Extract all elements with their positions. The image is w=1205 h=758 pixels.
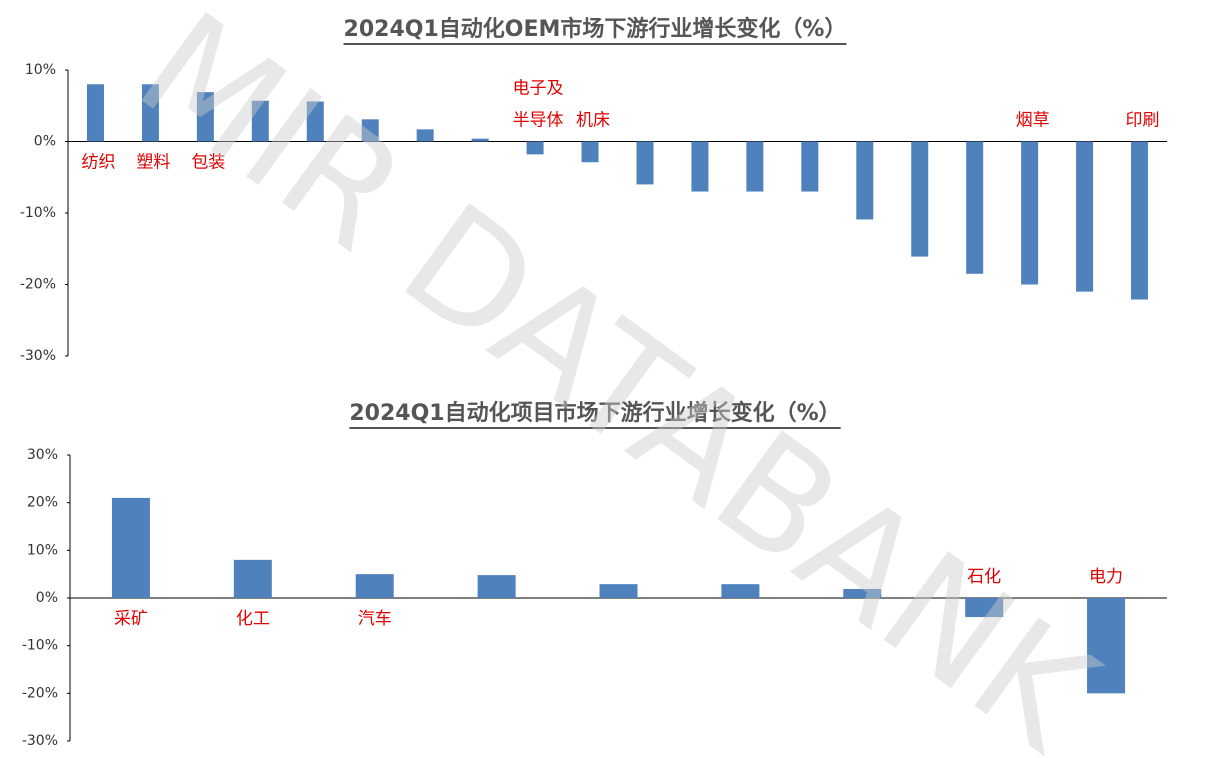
bar <box>843 588 882 598</box>
category-label: 印刷 <box>1126 111 1160 131</box>
bar <box>636 141 654 185</box>
category-label: 化工 <box>236 609 270 629</box>
bar <box>691 141 709 192</box>
bar <box>477 575 516 598</box>
bar <box>361 119 379 142</box>
bar <box>111 497 150 598</box>
y-tick-label: -10% <box>22 638 58 654</box>
bar <box>306 101 324 142</box>
bar <box>721 584 760 598</box>
y-tick-label: 0% <box>36 590 58 606</box>
y-tick-label: 30% <box>27 447 58 463</box>
category-label: 采矿 <box>114 609 148 629</box>
category-label: 石化 <box>967 567 1001 587</box>
bar <box>1087 598 1126 694</box>
bar <box>416 129 434 142</box>
category-label: 机床 <box>576 111 610 131</box>
bar <box>1076 141 1094 292</box>
bar <box>965 598 1004 618</box>
bar <box>233 559 272 598</box>
y-tick-label: 10% <box>25 62 56 78</box>
category-label: 纺织 <box>81 153 115 173</box>
bar <box>471 138 489 142</box>
chart-title: 2024Q1自动化项目市场下游行业增长变化（%） <box>349 400 840 426</box>
bar <box>1131 141 1149 300</box>
category-label: 电力 <box>1089 567 1123 587</box>
bar <box>355 574 394 598</box>
y-tick-label: -30% <box>20 348 56 364</box>
category-label: 塑料 <box>136 153 170 173</box>
bar <box>599 584 638 598</box>
chart-title: 2024Q1自动化OEM市场下游行业增长变化（%） <box>344 16 847 42</box>
y-tick-label: -10% <box>20 205 56 221</box>
bar <box>856 141 874 220</box>
bar <box>526 141 544 155</box>
bar <box>746 141 764 192</box>
bar <box>196 92 214 142</box>
y-tick-label: -20% <box>22 685 58 701</box>
bar <box>141 84 159 142</box>
bar <box>801 141 819 192</box>
bar <box>1021 141 1039 285</box>
y-tick-label: 10% <box>27 542 58 558</box>
bar <box>581 141 599 163</box>
y-tick-label: -30% <box>22 733 58 749</box>
bar <box>911 141 929 257</box>
y-tick-label: 20% <box>27 495 58 511</box>
category-label: 汽车 <box>358 609 392 629</box>
category-label: 包装 <box>191 153 225 173</box>
category-label: 烟草 <box>1016 111 1050 131</box>
bar <box>966 141 984 274</box>
y-tick-label: -20% <box>20 277 56 293</box>
y-tick-label: 0% <box>34 134 56 150</box>
watermark: MIR DATABANK <box>108 0 1126 758</box>
bar <box>86 84 104 142</box>
category-label: 电子及半导体 <box>513 79 564 131</box>
bar <box>251 100 269 142</box>
